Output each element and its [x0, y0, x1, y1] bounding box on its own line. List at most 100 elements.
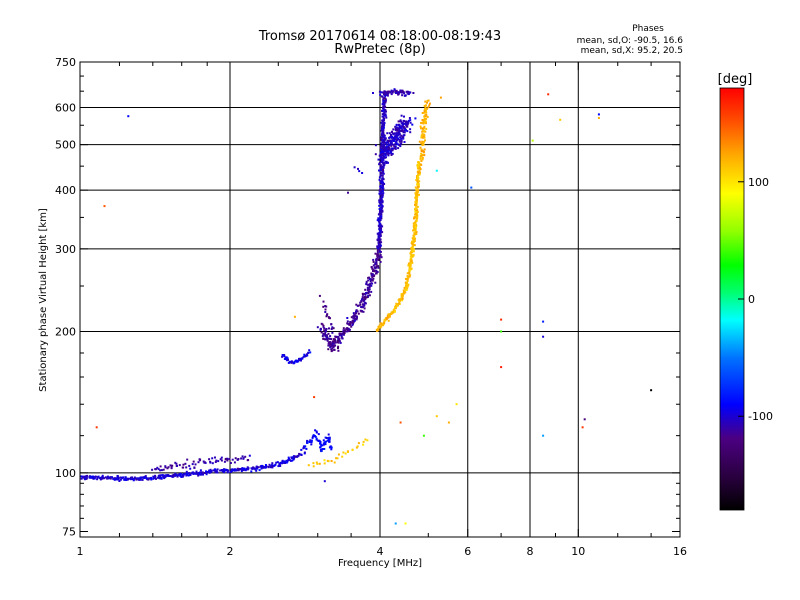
echo-point	[346, 322, 349, 325]
echo-point	[143, 475, 146, 478]
echo-point	[371, 274, 374, 277]
echo-point	[390, 152, 393, 154]
echo-point	[88, 476, 91, 479]
echo-point	[337, 337, 340, 340]
echo-point	[400, 126, 403, 129]
echo-point	[274, 463, 277, 466]
echo-point	[400, 134, 403, 137]
echo-point	[422, 136, 424, 139]
echo-point	[386, 92, 389, 95]
echo-point	[379, 224, 382, 227]
echo-point	[318, 440, 321, 443]
echo-point	[363, 292, 366, 295]
echo-point	[323, 462, 326, 465]
echo-point	[318, 462, 321, 465]
echo-point	[330, 343, 333, 346]
echo-point	[379, 246, 382, 249]
echo-point	[185, 470, 188, 473]
echo-point	[387, 316, 390, 319]
echo-point	[329, 346, 332, 349]
isolated-echo-point	[439, 96, 442, 99]
echo-point	[159, 465, 162, 468]
echo-point	[125, 478, 128, 481]
echo-point	[376, 238, 379, 241]
echo-point	[377, 259, 380, 261]
echo-point	[380, 144, 383, 147]
echo-point	[360, 298, 363, 301]
echo-point	[414, 201, 417, 204]
echo-point	[381, 119, 384, 122]
echo-point	[197, 472, 200, 475]
echo-point	[382, 156, 385, 159]
echo-point	[386, 91, 388, 94]
echo-point	[287, 361, 290, 364]
echo-point	[188, 464, 191, 467]
echo-point	[320, 450, 323, 452]
echo-point	[379, 322, 382, 325]
echo-point	[420, 121, 423, 124]
echo-point	[398, 129, 400, 131]
isolated-echo-point	[547, 93, 550, 96]
echo-point	[284, 356, 287, 359]
echo-point	[384, 101, 387, 104]
echo-point	[308, 349, 311, 352]
echo-point	[379, 173, 382, 176]
echo-point	[355, 318, 358, 321]
echo-point	[80, 477, 83, 480]
echo-point	[380, 91, 382, 94]
echo-point	[382, 105, 385, 108]
echo-point	[178, 473, 181, 476]
echo-point	[234, 468, 237, 471]
echo-point	[377, 234, 380, 237]
echo-point	[414, 212, 417, 215]
echo-point	[394, 125, 397, 128]
echo-point	[412, 226, 415, 229]
echo-point	[402, 119, 405, 122]
echo-point	[134, 477, 137, 480]
echo-point	[378, 192, 381, 195]
echo-point	[385, 141, 388, 144]
echo-point	[390, 149, 393, 152]
echo-point	[376, 271, 379, 273]
echo-point	[367, 291, 370, 294]
echo-point	[333, 348, 336, 351]
isolated-echo-point	[399, 421, 402, 424]
echo-point	[328, 342, 331, 345]
echo-point	[113, 478, 116, 481]
echo-point	[413, 217, 415, 220]
echo-point	[414, 117, 417, 120]
echo-point	[371, 276, 374, 278]
echo-point	[181, 475, 184, 478]
echo-point	[380, 227, 382, 230]
phases-heading: Phases	[632, 24, 664, 34]
echo-point	[400, 127, 403, 130]
echo-point	[383, 136, 386, 139]
echo-point	[371, 279, 374, 282]
echo-point	[341, 455, 344, 458]
echo-point	[405, 283, 408, 286]
echo-point	[363, 298, 366, 300]
echo-point	[381, 115, 384, 118]
echo-point	[338, 332, 341, 335]
echo-point	[325, 336, 328, 339]
echo-point	[398, 133, 400, 136]
x-tick-label: 1	[77, 545, 84, 558]
echo-point	[416, 215, 419, 218]
echo-point	[351, 448, 354, 451]
echo-point	[395, 142, 398, 145]
echo-point	[330, 342, 333, 345]
echo-point	[321, 335, 324, 338]
echo-point	[288, 458, 291, 461]
echo-point	[311, 436, 314, 439]
echo-point	[409, 128, 412, 131]
echo-point	[220, 456, 223, 459]
echo-point	[383, 100, 386, 102]
echo-point	[423, 125, 426, 128]
echo-point	[379, 260, 382, 263]
echo-point	[328, 327, 330, 330]
echo-point	[417, 161, 420, 164]
echo-point	[406, 130, 409, 133]
echo-point	[189, 467, 192, 470]
echo-point	[358, 170, 361, 173]
echo-point	[323, 448, 326, 450]
